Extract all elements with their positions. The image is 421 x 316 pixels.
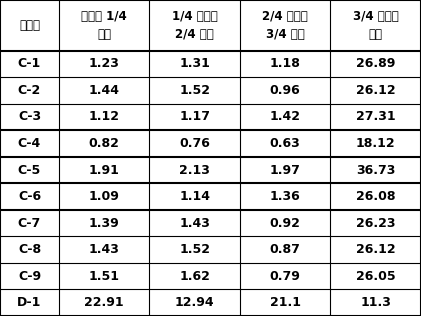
Text: 21.1: 21.1 — [270, 296, 301, 309]
Text: 1.39: 1.39 — [89, 216, 120, 230]
Text: C-2: C-2 — [18, 84, 41, 97]
Text: 1.17: 1.17 — [179, 110, 210, 124]
Text: 1/4 半径到
2/4 半径: 1/4 半径到 2/4 半径 — [172, 10, 218, 41]
Text: C-6: C-6 — [18, 190, 41, 203]
Text: 1.44: 1.44 — [89, 84, 120, 97]
Text: 26.05: 26.05 — [356, 270, 396, 283]
Text: 26.12: 26.12 — [356, 243, 396, 256]
Text: 26.23: 26.23 — [356, 216, 395, 230]
Text: 1.31: 1.31 — [179, 57, 210, 70]
Text: 0.79: 0.79 — [270, 270, 301, 283]
Text: 1.52: 1.52 — [179, 84, 210, 97]
Text: D-1: D-1 — [17, 296, 42, 309]
Text: 2.13: 2.13 — [179, 163, 210, 177]
Text: 1.97: 1.97 — [270, 163, 301, 177]
Text: 26.12: 26.12 — [356, 84, 396, 97]
Text: 18.12: 18.12 — [356, 137, 396, 150]
Text: 1.52: 1.52 — [179, 243, 210, 256]
Text: 中心到 1/4
半径: 中心到 1/4 半径 — [81, 10, 127, 41]
Text: C-7: C-7 — [18, 216, 41, 230]
Text: 1.91: 1.91 — [89, 163, 120, 177]
Text: 36.73: 36.73 — [356, 163, 395, 177]
Text: 1.43: 1.43 — [179, 216, 210, 230]
Text: 0.82: 0.82 — [89, 137, 120, 150]
Text: C-3: C-3 — [18, 110, 41, 124]
Text: C-1: C-1 — [18, 57, 41, 70]
Text: 1.42: 1.42 — [270, 110, 301, 124]
Text: 1.14: 1.14 — [179, 190, 210, 203]
Text: 22.91: 22.91 — [84, 296, 124, 309]
Text: 1.51: 1.51 — [89, 270, 120, 283]
Text: 12.94: 12.94 — [175, 296, 215, 309]
Text: 1.36: 1.36 — [270, 190, 301, 203]
Text: 0.63: 0.63 — [270, 137, 301, 150]
Text: C-9: C-9 — [18, 270, 41, 283]
Text: 1.43: 1.43 — [89, 243, 120, 256]
Text: C-5: C-5 — [18, 163, 41, 177]
Text: 0.87: 0.87 — [270, 243, 301, 256]
Text: 1.18: 1.18 — [270, 57, 301, 70]
Text: C-8: C-8 — [18, 243, 41, 256]
Text: 1.23: 1.23 — [89, 57, 120, 70]
Text: 0.76: 0.76 — [179, 137, 210, 150]
Text: 1.62: 1.62 — [179, 270, 210, 283]
Text: 0.96: 0.96 — [270, 84, 301, 97]
Text: 催化剂: 催化剂 — [19, 19, 40, 32]
Text: 0.92: 0.92 — [270, 216, 301, 230]
Text: 1.09: 1.09 — [89, 190, 120, 203]
Text: 2/4 半径到
3/4 半径: 2/4 半径到 3/4 半径 — [262, 10, 308, 41]
Text: 11.3: 11.3 — [360, 296, 391, 309]
Text: 26.89: 26.89 — [356, 57, 395, 70]
Text: 1.12: 1.12 — [89, 110, 120, 124]
Text: 3/4 半径到
外表: 3/4 半径到 外表 — [353, 10, 399, 41]
Text: C-4: C-4 — [18, 137, 41, 150]
Text: 26.08: 26.08 — [356, 190, 395, 203]
Text: 27.31: 27.31 — [356, 110, 396, 124]
